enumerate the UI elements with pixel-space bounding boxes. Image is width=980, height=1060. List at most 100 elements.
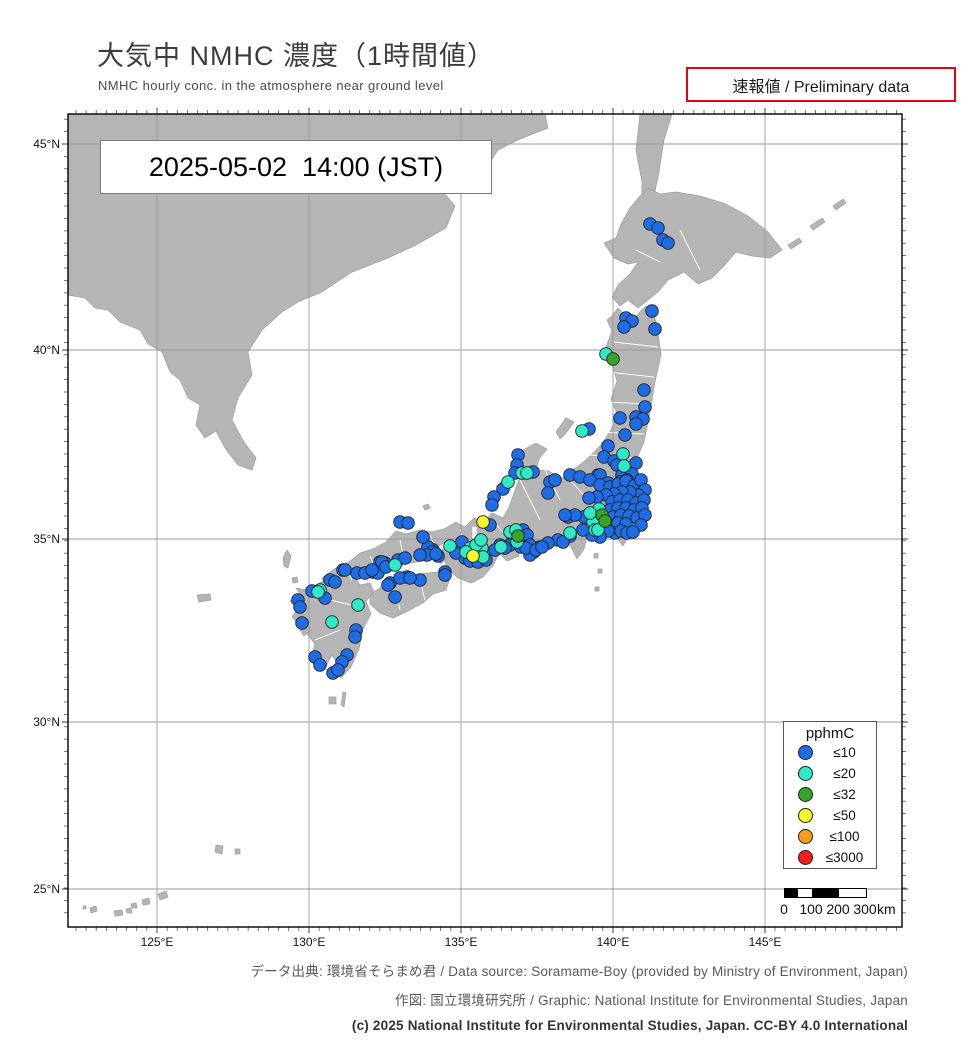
landmass [130, 902, 138, 909]
station-dot [295, 616, 309, 630]
scale-unit-label: km [877, 901, 896, 917]
prefecture-border [679, 229, 701, 271]
longitude-label: 145°E [748, 935, 782, 949]
legend-label: ≤20 [833, 766, 856, 781]
preliminary-data-badge: 速報値 / Preliminary data [686, 67, 956, 102]
landmass [82, 905, 87, 910]
station-dot [365, 563, 379, 577]
station-dot [494, 540, 508, 554]
landmass [593, 552, 599, 559]
landmass [157, 890, 169, 901]
station-dot [583, 506, 597, 520]
station-dot [331, 663, 345, 677]
station-dot [651, 221, 665, 235]
legend-label: ≤50 [833, 808, 856, 823]
station-dot [351, 598, 365, 612]
landmass [832, 198, 847, 211]
station-dot [629, 417, 643, 431]
scale-bar-segments [784, 888, 867, 898]
legend-label: ≤10 [833, 745, 856, 760]
landmass [125, 907, 133, 914]
station-dot [598, 514, 612, 528]
prefecture-border [314, 629, 341, 641]
station-dot [535, 540, 549, 554]
landmass [141, 897, 151, 906]
latitude-label: 45°N [33, 137, 60, 151]
preliminary-data-label: 速報値 / Preliminary data [732, 78, 910, 96]
station-dot [429, 547, 443, 561]
prefecture-border [613, 341, 659, 348]
landmass [809, 217, 826, 231]
station-dot [648, 322, 662, 336]
landmass [594, 586, 600, 592]
station-dot [541, 486, 555, 500]
scale-label-100: 100 [799, 901, 823, 917]
landmass [422, 503, 431, 511]
station-dot [520, 466, 534, 480]
legend-label: ≤32 [833, 787, 856, 802]
station-dot [388, 558, 402, 572]
legend-row: ≤100 [784, 826, 876, 847]
station-dot [606, 352, 620, 366]
scale-label-200: 200 [826, 901, 850, 917]
timestamp-box: 2025-05-02 14:00 (JST) [100, 140, 492, 194]
scale-label-0: 0 [780, 901, 788, 917]
prefecture-border [606, 371, 655, 378]
landmass [196, 593, 212, 603]
scale-bar-segment [839, 889, 866, 897]
station-dot [401, 516, 415, 530]
legend-dot-le20 [798, 766, 813, 781]
station-dot [381, 578, 395, 592]
legend-row: ≤3000 [784, 847, 876, 868]
landmass [555, 417, 575, 440]
station-dot [616, 447, 630, 461]
longitude-label: 130°E [292, 935, 326, 949]
scale-bar: 0 100 200 300 km [780, 888, 904, 917]
station-dot [575, 424, 589, 438]
longitude-label: 135°E [444, 935, 478, 949]
station-dot [591, 523, 605, 537]
legend-row: ≤10 [784, 742, 876, 763]
landmass [234, 848, 241, 855]
station-dot [474, 533, 488, 547]
station-dot [582, 491, 596, 505]
station-dot [485, 498, 499, 512]
page-subtitle: NMHC hourly conc. in the atmosphere near… [98, 78, 444, 93]
landmass [282, 549, 292, 569]
scale-bar-segment [785, 889, 798, 897]
page-title: 大気中 NMHC 濃度（1時間値） [97, 41, 496, 71]
latitude-label: 25°N [33, 882, 60, 896]
japan-map [62, 108, 908, 933]
landmass [89, 905, 98, 914]
station-dot [613, 411, 627, 425]
station-dot [466, 549, 480, 563]
legend-dot-le32 [798, 787, 813, 802]
landmass [328, 696, 337, 705]
landmass [291, 576, 299, 584]
timestamp-label: 2025-05-02 14:00 (JST) [148, 151, 444, 182]
station-dot [626, 525, 640, 539]
station-dot [416, 530, 430, 544]
landmass [340, 691, 347, 708]
legend-label: ≤3000 [825, 850, 864, 865]
latitude-label: 30°N [33, 715, 60, 729]
longitude-label: 140°E [596, 935, 630, 949]
legend-row: ≤32 [784, 784, 876, 805]
station-dot [325, 615, 339, 629]
station-dot [501, 475, 515, 489]
latitude-label: 40°N [33, 343, 60, 357]
station-dot [637, 383, 651, 397]
station-dot [313, 658, 327, 672]
station-dot [638, 400, 652, 414]
scale-label-300: 300 [853, 901, 877, 917]
scale-bar-segment [812, 889, 839, 897]
station-dot [293, 600, 307, 614]
legend-row: ≤50 [784, 805, 876, 826]
landmass [214, 844, 224, 855]
station-dot [558, 508, 572, 522]
station-dot [511, 529, 525, 543]
legend-row: ≤20 [784, 763, 876, 784]
scale-bar-segment [798, 889, 812, 897]
station-dot [348, 630, 362, 644]
data-source-line: データ出典: 環境省そらまめ君 / Data source: Soramame-… [250, 964, 908, 979]
